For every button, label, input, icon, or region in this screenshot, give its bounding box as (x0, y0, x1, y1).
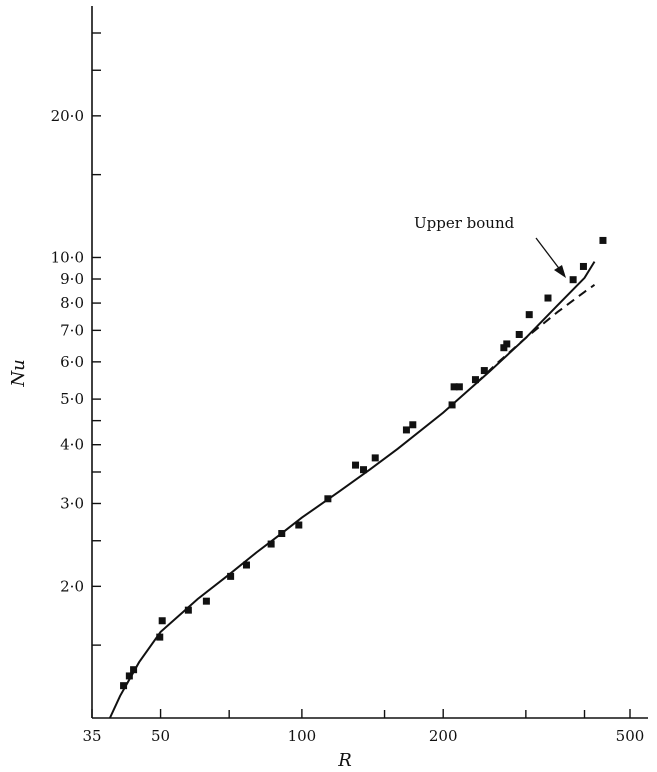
x-tick-label: 50 (151, 727, 170, 745)
dashed-curve (475, 283, 596, 385)
y-tick-label: 7·0 (60, 321, 84, 339)
annotation-arrow-head (554, 265, 566, 278)
y-tick-label: 5·0 (60, 390, 84, 408)
x-tick-label: 100 (288, 727, 317, 745)
data-point (599, 236, 607, 244)
data-point (503, 340, 511, 348)
data-point (544, 294, 552, 302)
data-point (120, 682, 128, 690)
data-point (569, 276, 577, 284)
x-axis-title: R (337, 750, 352, 771)
data-point (202, 597, 210, 605)
data-point (471, 376, 479, 384)
y-ticks: 2·0 3·0 4·0 5·0 6·0 7·0 8·0 9·0 10·0 20·0 (51, 32, 101, 646)
data-point (500, 344, 508, 352)
data-point (352, 461, 360, 469)
data-point (480, 367, 488, 375)
y-tick-label: 3·0 (60, 494, 84, 512)
data-point (130, 666, 138, 674)
y-tick-label: 9·0 (60, 270, 84, 288)
data-point (360, 466, 368, 474)
x-tick-label: 200 (429, 727, 458, 745)
data-point (158, 617, 166, 625)
data-point (156, 633, 164, 641)
data-point (295, 521, 303, 529)
data-point (409, 421, 417, 429)
y-tick-label: 6·0 (60, 353, 84, 371)
data-point (267, 540, 275, 548)
data-point (242, 561, 250, 569)
series-layer (108, 236, 607, 719)
y-tick-label: 8·0 (60, 294, 84, 312)
annotation-upper-bound: Upper bound (414, 214, 515, 232)
x-ticks: 35 50 100 200 500 (82, 709, 644, 745)
y-tick-label: 20·0 (51, 107, 84, 125)
y-axis-title: Nu (8, 359, 29, 387)
data-point (227, 572, 235, 580)
y-tick-label: 4·0 (60, 436, 84, 454)
data-point (371, 454, 379, 462)
annotation-arrow-shaft (535, 237, 562, 272)
data-point (525, 311, 533, 319)
data-point (450, 383, 458, 391)
x-tick-label: 35 (82, 727, 101, 745)
data-point (125, 672, 133, 680)
annotation-layer: Upper bound (414, 214, 566, 278)
x-tick-label: 500 (616, 727, 645, 745)
data-point (579, 262, 587, 270)
data-point (515, 330, 523, 338)
data-point (402, 426, 410, 434)
data-point (455, 383, 463, 391)
solid-curve (108, 261, 596, 719)
y-tick-label: 2·0 (60, 577, 84, 595)
y-tick-label: 10·0 (51, 248, 84, 266)
axes (91, 6, 648, 719)
data-point (184, 606, 192, 614)
